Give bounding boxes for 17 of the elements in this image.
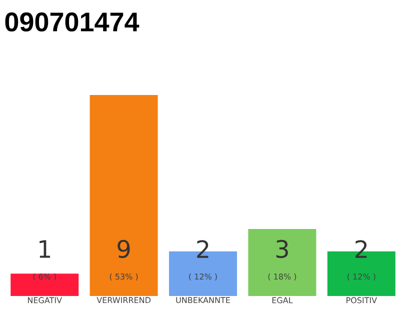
- x-tick-label: VERWIRREND: [96, 297, 151, 304]
- annotation: ( 18% ): [268, 273, 296, 281]
- annotation: ( 12% ): [189, 273, 217, 281]
- data-label: 9: [118, 240, 130, 258]
- x-tick-label: POSITIV: [346, 297, 377, 304]
- annotation: ( 12% ): [348, 273, 376, 281]
- x-tick-label: NEGATIV: [28, 297, 62, 304]
- bar: [90, 94, 158, 296]
- x-tick-label: UNBEKANNTE: [176, 297, 230, 304]
- bar: [248, 228, 316, 296]
- annotation: ( 6% ): [33, 273, 56, 281]
- annotation: ( 53% ): [110, 273, 138, 281]
- data-label: 1: [40, 240, 50, 258]
- bar: [10, 274, 79, 296]
- data-label: 3: [276, 240, 288, 258]
- x-tick-label: EGAL: [272, 297, 293, 304]
- chart-title: 090701474: [5, 12, 140, 32]
